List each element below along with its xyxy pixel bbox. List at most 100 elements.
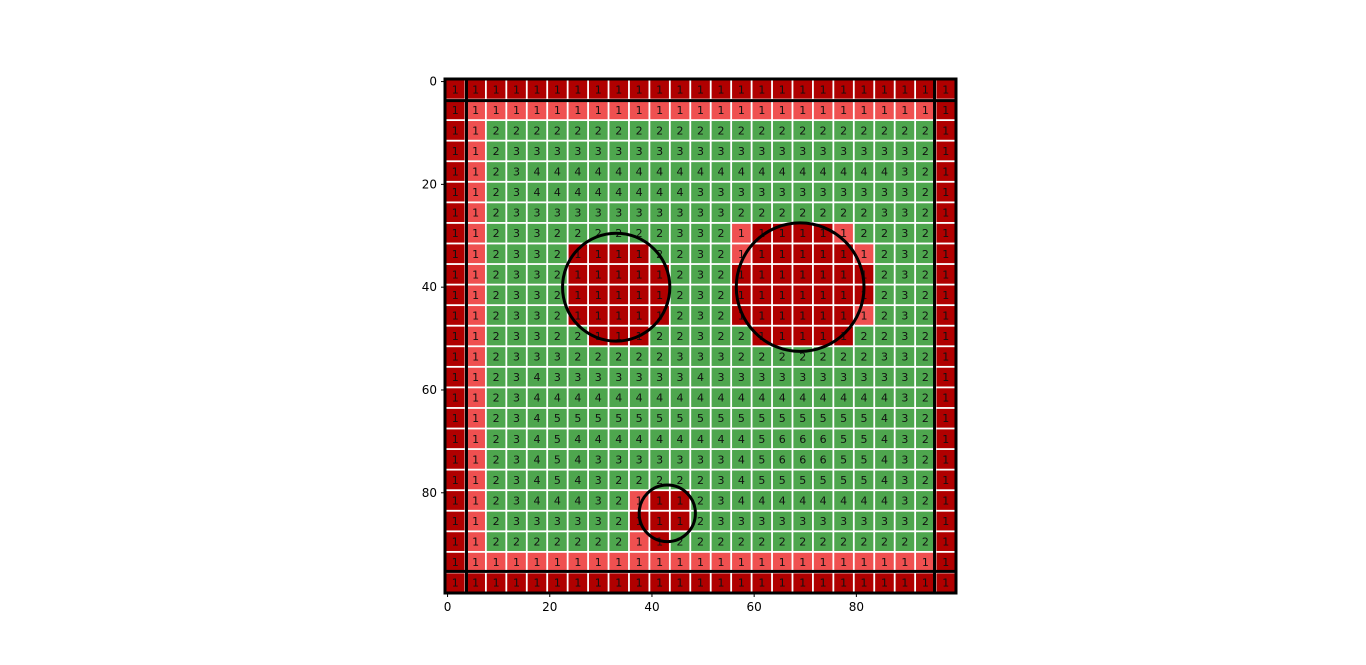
heatmap-cell [813, 79, 833, 99]
heatmap-cell [650, 121, 669, 140]
heatmap-cell [486, 552, 506, 572]
heatmap-cell [711, 573, 731, 593]
cell-value-label: 3 [901, 268, 908, 281]
heatmap-cell [793, 429, 813, 449]
heatmap-cell [752, 470, 772, 490]
cell-value-label: 1 [779, 248, 786, 261]
y-tick-label: 80 [422, 486, 437, 500]
heatmap-cell [486, 449, 506, 469]
heatmap-cell [752, 244, 772, 264]
heatmap-cell [527, 203, 547, 223]
heatmap-cell [936, 306, 956, 325]
cell-value-label: 3 [677, 227, 684, 240]
heatmap-cell [588, 79, 608, 99]
cell-value-label: 2 [840, 351, 847, 364]
cell-value-label: 1 [452, 227, 459, 240]
cell-value-label: 4 [799, 494, 806, 507]
cell-value-label: 3 [901, 145, 908, 158]
heatmap-cell [732, 367, 751, 387]
cell-value-label: 1 [758, 289, 765, 302]
heatmap-cell [772, 511, 792, 531]
cell-value-label: 1 [799, 104, 806, 117]
heatmap-cell [670, 491, 690, 510]
cell-value-label: 1 [779, 227, 786, 240]
cell-value-label: 4 [840, 392, 847, 405]
heatmap-cell [568, 203, 588, 223]
heatmap-cell [752, 306, 772, 325]
heatmap-cell [834, 100, 853, 120]
cell-value-label: 5 [799, 412, 806, 425]
cell-value-label: 2 [493, 494, 500, 507]
cell-value-label: 3 [656, 145, 663, 158]
heatmap-cell [732, 182, 751, 202]
heatmap-cell [711, 264, 731, 284]
heatmap-cell [732, 429, 751, 449]
cell-value-label: 2 [493, 227, 500, 240]
heatmap-cell [854, 79, 874, 99]
cell-value-label: 1 [942, 556, 949, 569]
cell-value-label: 2 [922, 227, 929, 240]
heatmap-cell [895, 182, 915, 202]
cell-value-label: 1 [574, 309, 581, 322]
heatmap-cell [527, 223, 547, 243]
cell-value-label: 2 [717, 248, 724, 261]
heatmap-cell [854, 244, 874, 264]
cell-value-label: 1 [595, 556, 602, 569]
cell-value-label: 1 [779, 556, 786, 569]
cell-value-label: 4 [758, 494, 765, 507]
heatmap-cell [548, 203, 567, 223]
heatmap-cell [895, 162, 915, 181]
heatmap-cell [486, 408, 506, 428]
heatmap-cell [650, 511, 669, 531]
heatmap-cell [793, 511, 813, 531]
heatmap-cell [588, 285, 608, 305]
cell-value-label: 2 [922, 453, 929, 466]
cell-value-label: 2 [656, 330, 663, 343]
cell-value-label: 4 [533, 494, 540, 507]
cell-value-label: 3 [820, 515, 827, 528]
heatmap-cell [527, 347, 547, 366]
cell-value-label: 1 [779, 330, 786, 343]
heatmap-cell [568, 388, 588, 408]
heatmap-cell [936, 491, 956, 510]
cell-value-label: 1 [881, 104, 888, 117]
cell-value-label: 3 [697, 309, 704, 322]
cell-value-label: 1 [493, 104, 500, 117]
cell-value-label: 2 [677, 268, 684, 281]
cell-value-label: 1 [820, 104, 827, 117]
heatmap-cell [650, 491, 669, 510]
heatmap-cell [527, 264, 547, 284]
heatmap-cell [875, 470, 894, 490]
heatmap-cell [670, 326, 690, 346]
heatmap-cell [466, 285, 485, 305]
cell-value-label: 4 [636, 186, 643, 199]
heatmap-cell [772, 141, 792, 161]
heatmap-cell [466, 79, 485, 99]
heatmap-cell [916, 264, 935, 284]
cell-value-label: 1 [636, 268, 643, 281]
axes: 0 20 40 60 80 0 20 40 60 80 [422, 75, 957, 614]
cell-value-label: 1 [472, 474, 479, 487]
heatmap-cell [670, 121, 690, 140]
heatmap-cell [732, 223, 751, 243]
cell-value-label: 2 [554, 124, 561, 137]
cell-value-label: 1 [942, 494, 949, 507]
heatmap-cell [875, 388, 894, 408]
cell-value-label: 6 [779, 433, 786, 446]
heatmap-cell [834, 388, 853, 408]
cell-value-label: 3 [840, 371, 847, 384]
cell-value-label: 4 [799, 166, 806, 179]
cell-value-label: 3 [881, 515, 888, 528]
heatmap-cell [527, 121, 547, 140]
cell-value-label: 1 [901, 577, 908, 590]
heatmap-cell [711, 141, 731, 161]
heatmap-cell [527, 285, 547, 305]
heatmap-cell [527, 100, 547, 120]
heatmap-cell [507, 162, 526, 181]
heatmap-cell [588, 367, 608, 387]
cell-value-label: 3 [901, 309, 908, 322]
heatmap-cell [527, 408, 547, 428]
heatmap-cell [854, 182, 874, 202]
cell-value-label: 3 [717, 207, 724, 220]
cell-value-label: 1 [656, 494, 663, 507]
